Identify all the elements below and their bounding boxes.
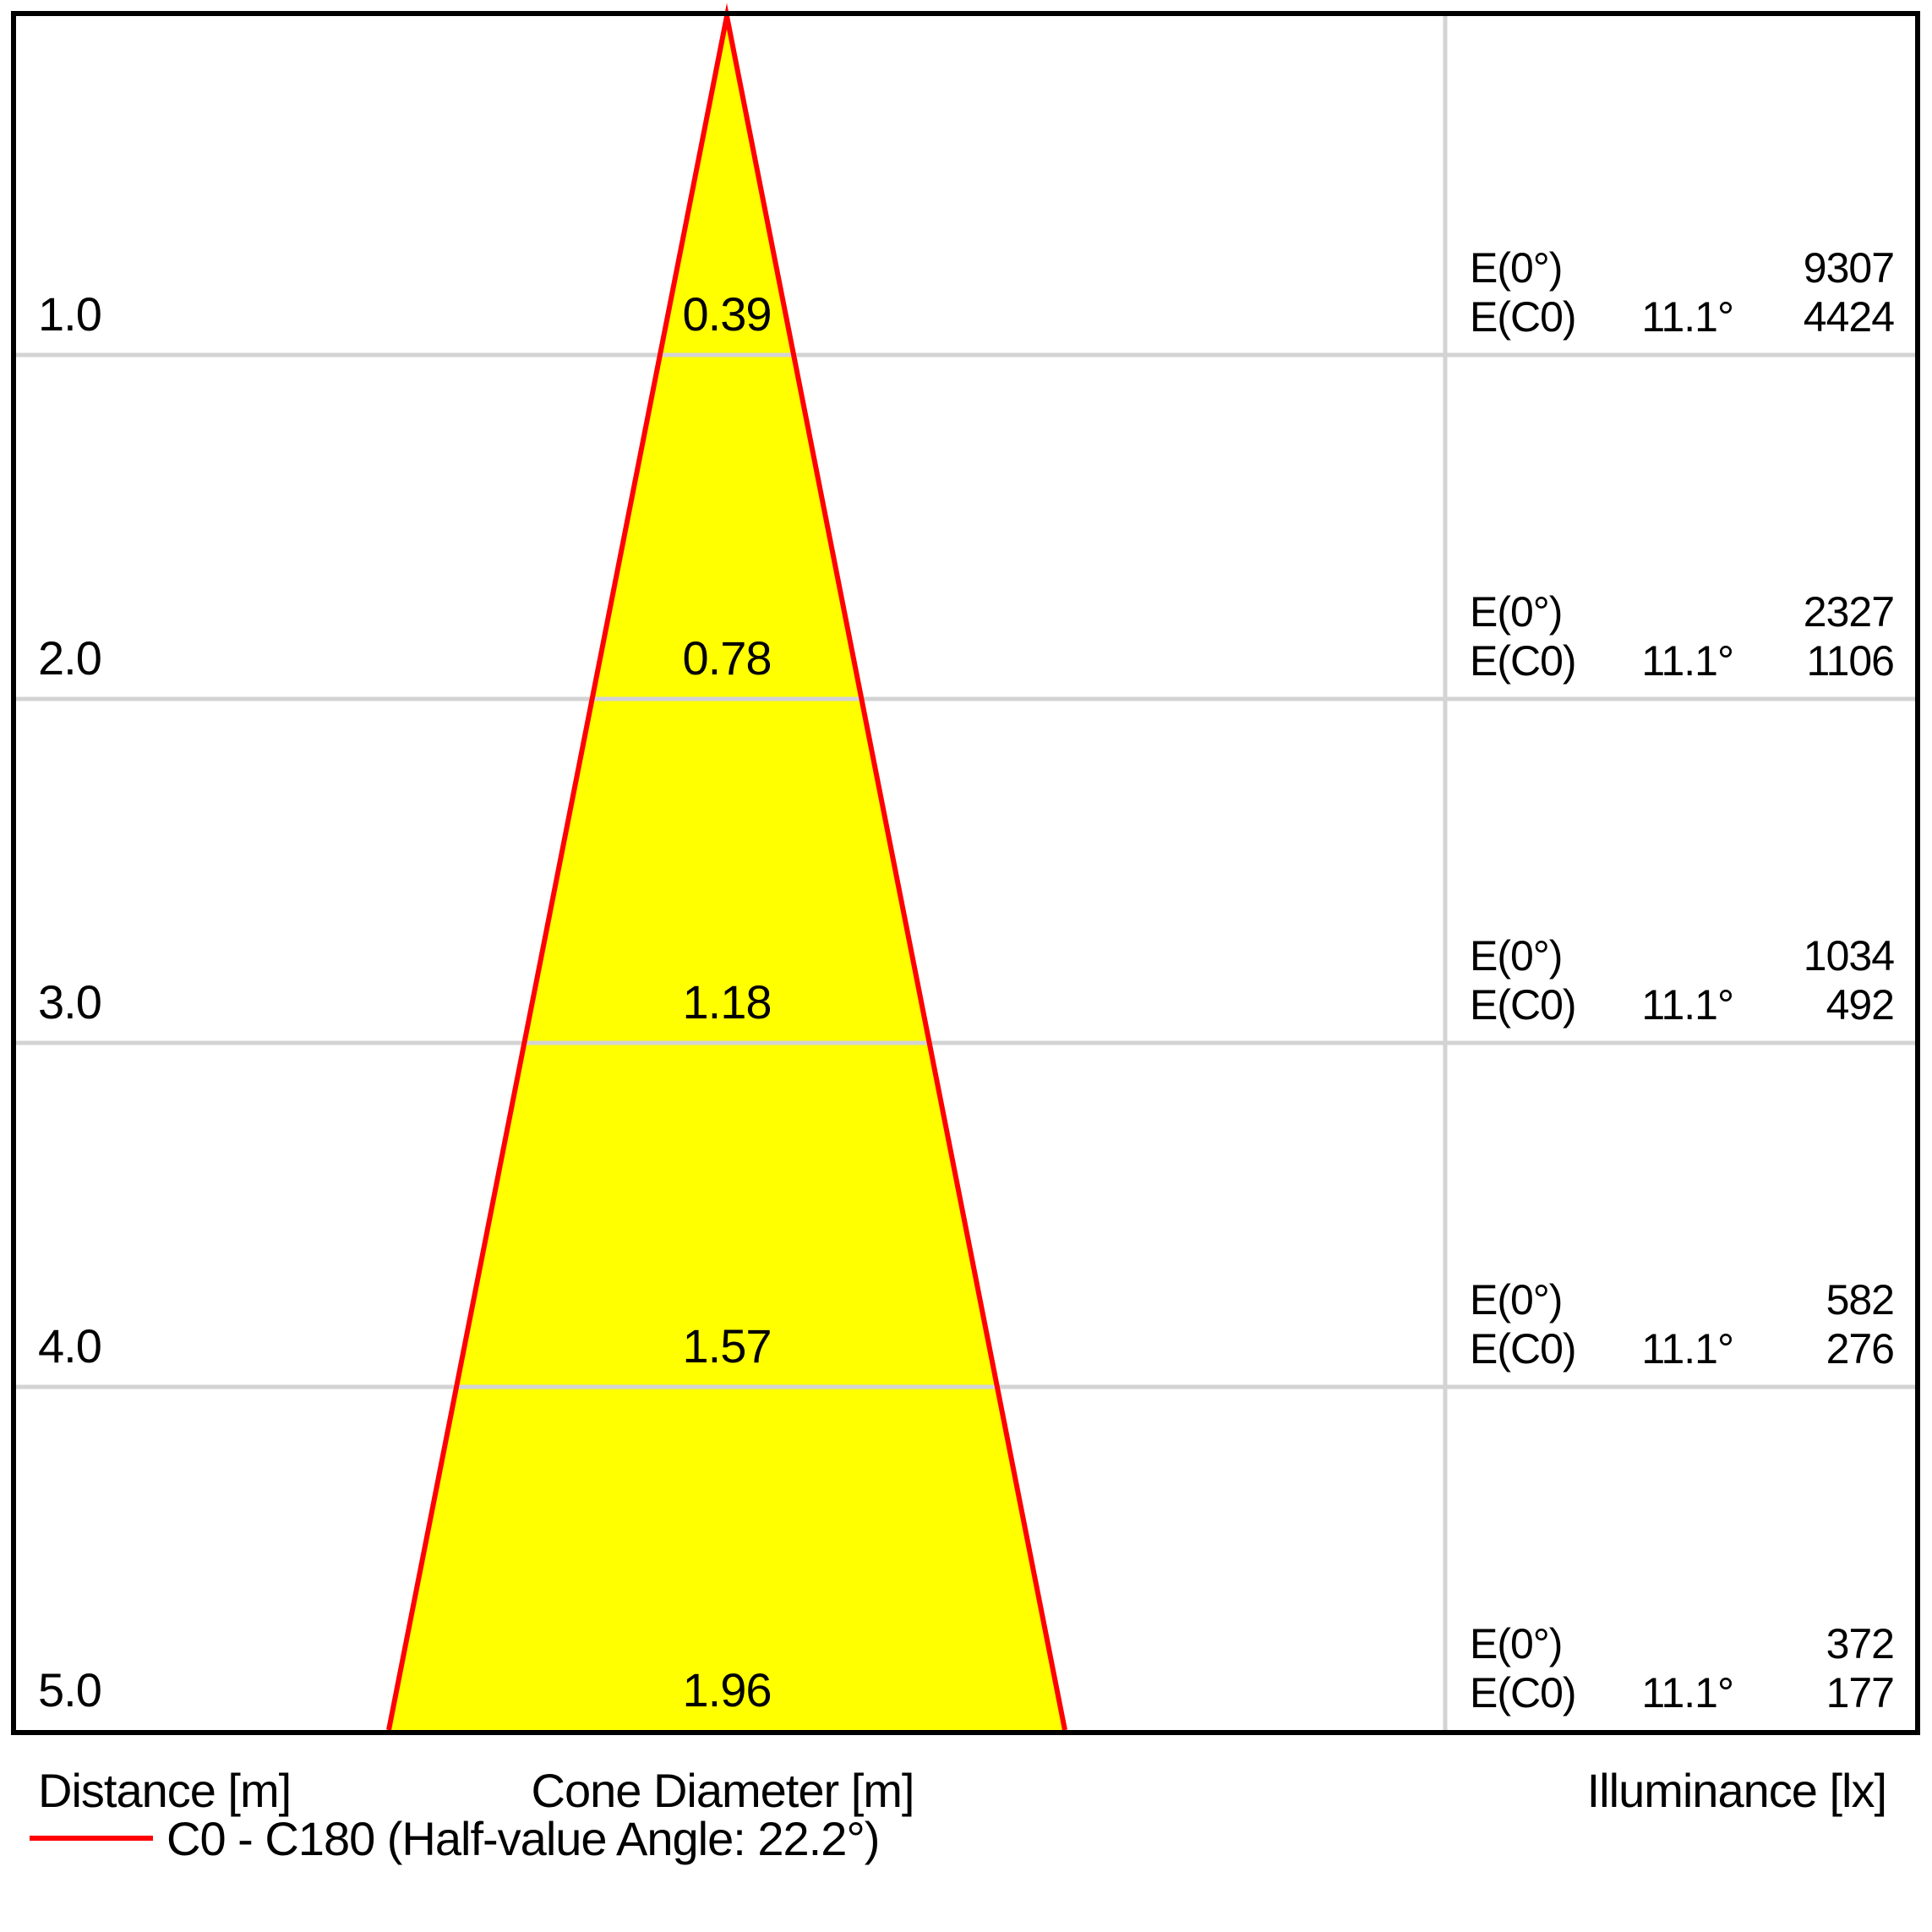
light-cone-edge [386, 3, 1067, 1731]
cone-diameter-axis-label: Cone Diameter [m] [531, 1764, 915, 1817]
light-cone-fill [389, 16, 1065, 1730]
distance-axis-label: Distance [m] [38, 1764, 292, 1817]
gridlines [16, 16, 1915, 1730]
illuminance-axis-label: Illuminance [lx] [1586, 1764, 1887, 1817]
